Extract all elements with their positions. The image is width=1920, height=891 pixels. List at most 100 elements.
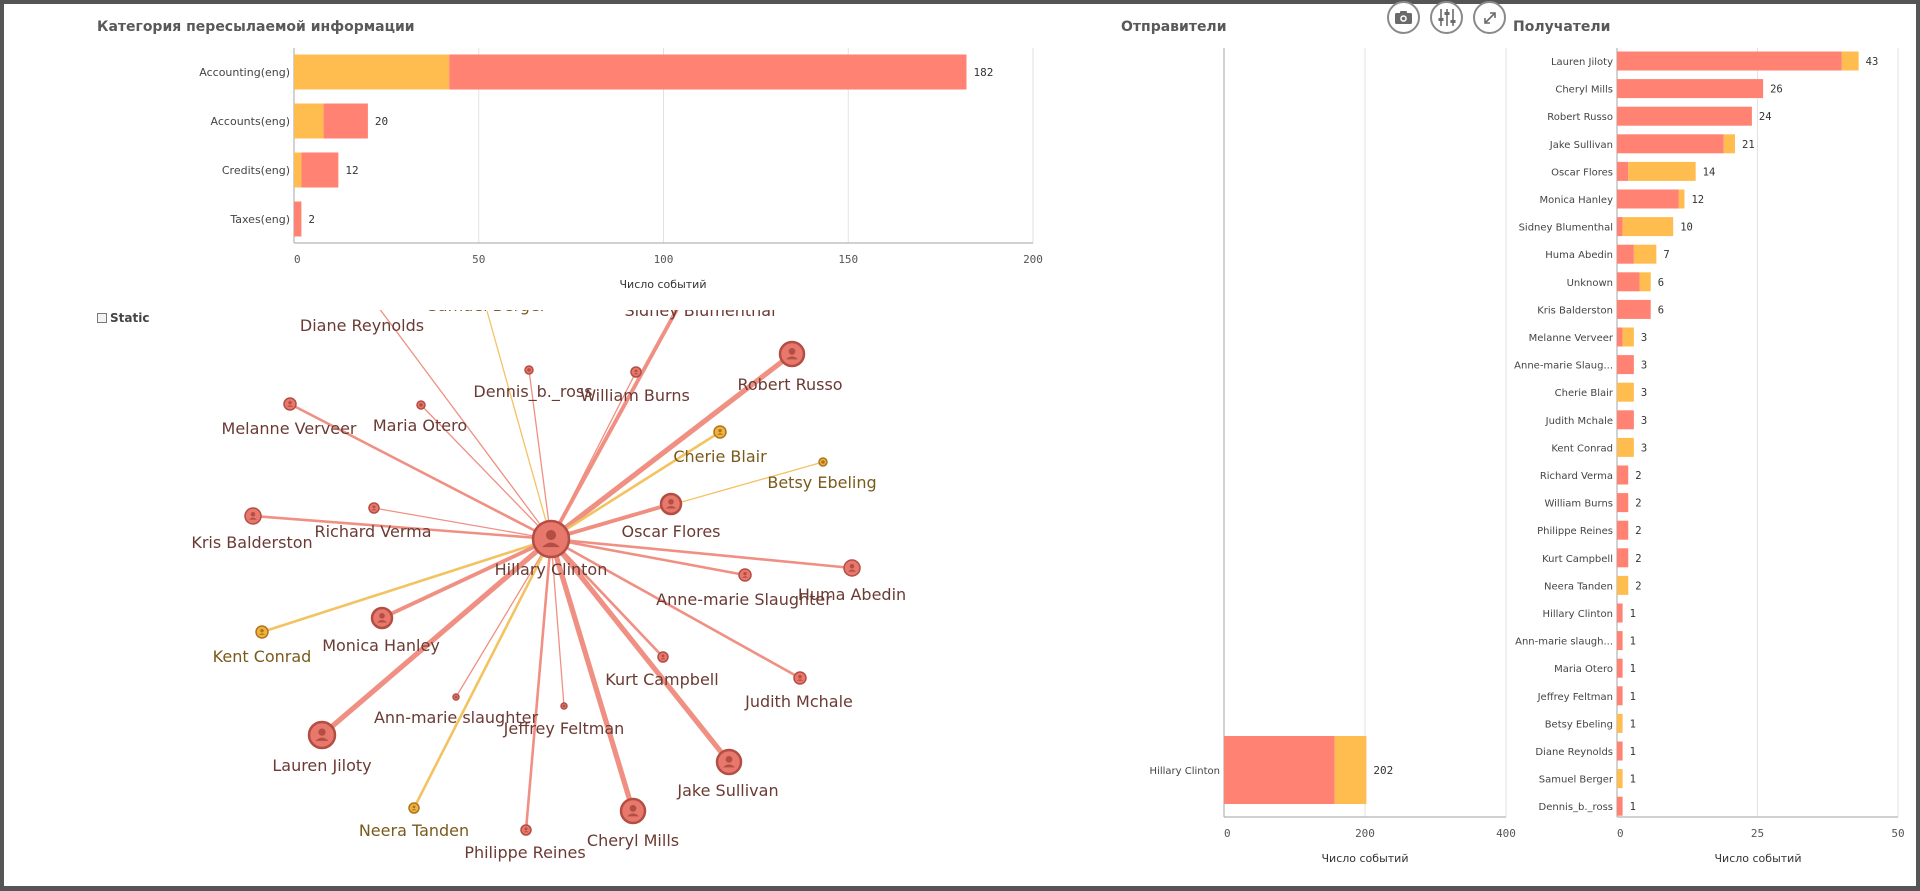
category-label: Jake Sullivan [1549, 140, 1613, 151]
data-label: 1 [1630, 608, 1636, 620]
data-label: 3 [1641, 415, 1647, 427]
bar-red-lauren-jiloty [1617, 51, 1842, 71]
data-label: 1 [1630, 718, 1636, 730]
data-label: 1 [1630, 774, 1636, 786]
snapshot-button[interactable] [1387, 1, 1420, 34]
data-label: 6 [1658, 304, 1664, 316]
data-label: 6 [1658, 277, 1664, 289]
data-label: 1 [1630, 801, 1636, 813]
category-chart-title: Категория пересылаемой информации [97, 19, 415, 35]
category-label: Maria Otero [1554, 664, 1613, 675]
data-label: 3 [1641, 387, 1647, 399]
bar-red-william-burns [1617, 493, 1629, 513]
category-label: Kris Balderston [1537, 305, 1613, 316]
bar-red-monica-hanley [1617, 189, 1679, 209]
static-checkbox[interactable] [97, 313, 107, 323]
x-tick-label: 50 [1891, 827, 1904, 840]
data-label: 2 [1635, 580, 1641, 592]
x-tick-label: 200 [1023, 253, 1043, 266]
data-label: 21 [1742, 139, 1755, 151]
bar-red-jake-sullivan [1617, 134, 1724, 154]
bar-orange-sidney-blumenthal [1622, 217, 1674, 237]
category-label: Diane Reynolds [1535, 747, 1613, 758]
bar-orange-oscar-flores [1628, 161, 1696, 181]
bar-red-accounts-eng [323, 103, 368, 139]
category-label: Kurt Campbell [1542, 554, 1613, 565]
bar-orange-neera-tanden [1617, 575, 1629, 595]
data-label: 3 [1641, 360, 1647, 372]
expand-button[interactable] [1473, 1, 1506, 34]
x-tick-label: 50 [472, 253, 485, 266]
x-axis-title: Число событий [620, 278, 707, 291]
bar-red-hillary-clinton [1617, 603, 1623, 623]
x-tick-label: 150 [838, 253, 858, 266]
data-label: 2 [1635, 498, 1641, 510]
bar-orange-hillary-clinton [1334, 736, 1367, 804]
adjust-button[interactable] [1430, 1, 1463, 34]
category-label: Samuel Berger [1539, 775, 1614, 786]
category-label: Oscar Flores [1551, 167, 1613, 178]
bar-red-kris-balderston [1617, 299, 1651, 319]
category-label: Sidney Blumenthal [1519, 223, 1613, 234]
bar-orange-accounts-eng [294, 103, 324, 139]
category-label: Accounting(eng) [199, 66, 290, 79]
bar-orange-kent-conrad [1617, 437, 1634, 457]
bar-red-credits-eng [301, 152, 339, 188]
data-label: 43 [1866, 56, 1879, 68]
category-label: Monica Hanley [1539, 195, 1613, 206]
bar-orange-melanne-verveer [1622, 327, 1634, 347]
category-label: Ann-marie slaugh... [1515, 637, 1613, 648]
x-tick-label: 200 [1355, 827, 1375, 840]
category-label: William Burns [1544, 499, 1613, 510]
bar-orange-samuel-berger [1617, 769, 1623, 789]
camera-icon [1395, 11, 1412, 24]
data-label: 7 [1663, 249, 1669, 261]
x-axis-title: Число событий [1715, 852, 1802, 865]
category-label: Richard Verma [1540, 471, 1613, 482]
x-tick-label: 400 [1496, 827, 1516, 840]
bar-red-kurt-campbell [1617, 548, 1629, 568]
category-label: Melanne Verveer [1529, 333, 1614, 344]
bar-red-accounting-eng [449, 54, 967, 90]
category-label: Accounts(eng) [211, 115, 290, 128]
category-label: Kent Conrad [1551, 443, 1613, 454]
bar-orange-huma-abedin [1633, 244, 1657, 264]
bar-red-anne-marie-slaug [1617, 355, 1634, 375]
category-label: Judith Mchale [1545, 416, 1613, 427]
x-tick-label: 0 [1224, 827, 1231, 840]
category-label: Hillary Clinton [1543, 609, 1613, 620]
data-label: 182 [973, 66, 993, 79]
bar-orange-credits-eng [294, 152, 302, 188]
bar-red-melanne-verveer [1617, 327, 1623, 347]
recipients-chart-title: Получатели [1513, 19, 1611, 35]
category-label: Anne-marie Slaug... [1514, 361, 1613, 372]
x-tick-label: 100 [654, 253, 674, 266]
data-label: 1 [1630, 746, 1636, 758]
x-tick-label: 0 [294, 253, 301, 266]
data-label: 2 [1635, 525, 1641, 537]
category-label: Taxes(eng) [229, 213, 290, 226]
bar-red-robert-russo [1617, 106, 1752, 126]
category-label: Huma Abedin [1545, 250, 1613, 261]
bar-red-unknown [1617, 272, 1640, 292]
data-label: 12 [345, 164, 358, 177]
category-label: Jeffrey Feltman [1537, 692, 1613, 703]
expand-icon [1483, 11, 1496, 24]
static-toggle[interactable]: Static [97, 311, 149, 325]
bar-red-taxes-eng [294, 201, 302, 237]
data-label: 12 [1691, 194, 1704, 206]
bar-red-maria-otero [1617, 658, 1623, 678]
data-label: 26 [1770, 84, 1783, 96]
x-tick-label: 25 [1751, 827, 1764, 840]
data-label: 2 [1635, 553, 1641, 565]
data-label: 1 [1630, 691, 1636, 703]
category-label: Neera Tanden [1544, 581, 1613, 592]
bar-orange-monica-hanley [1678, 189, 1685, 209]
sliders-icon [1438, 9, 1455, 26]
data-label: 3 [1641, 442, 1647, 454]
bar-red-judith-mchale [1617, 410, 1634, 430]
category-label: Credits(eng) [222, 164, 290, 177]
bar-orange-betsy-ebeling [1617, 713, 1623, 733]
